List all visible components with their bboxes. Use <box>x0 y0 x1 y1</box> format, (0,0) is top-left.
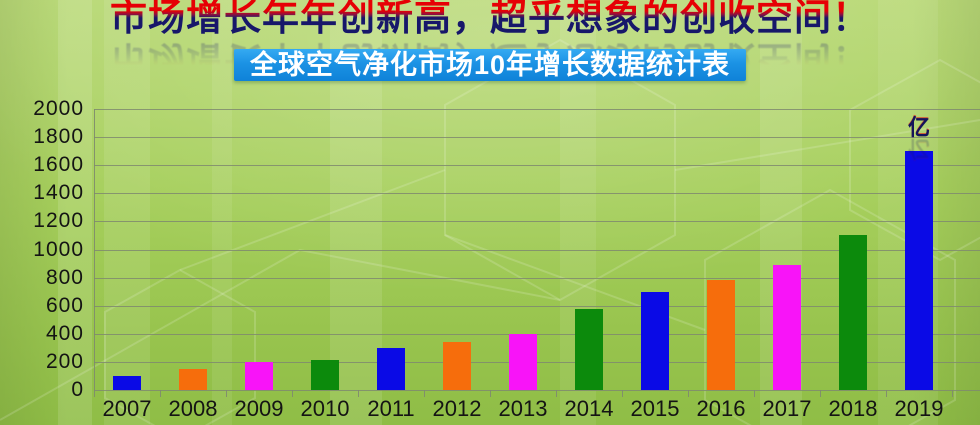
gridline-200 <box>94 361 980 363</box>
x-axis-tick <box>952 390 953 397</box>
bar-2012 <box>443 342 471 390</box>
x-axis-tick <box>94 390 95 397</box>
gridline-1200 <box>94 221 980 223</box>
bar-2014 <box>575 308 603 390</box>
x-axis-tick <box>424 390 425 397</box>
y-axis-line <box>94 109 95 390</box>
x-axis-tick <box>292 390 293 397</box>
bar-2011 <box>377 347 405 390</box>
x-axis-tick <box>820 390 821 397</box>
bar-2010 <box>311 360 339 390</box>
x-axis-label-2018: 2018 <box>828 396 878 421</box>
x-axis-tick <box>688 390 689 397</box>
gridline-400 <box>94 333 980 335</box>
x-axis-tick <box>358 390 359 397</box>
x-axis-tick <box>226 390 227 397</box>
gridline-1800 <box>94 137 980 139</box>
bar-2018 <box>839 235 867 390</box>
chart-title-banner: 全球空气净化市场10年增长数据统计表 <box>233 49 747 81</box>
y-axis-tick-label: 1600 <box>33 153 84 177</box>
y-axis-tick-label: 1400 <box>33 181 84 205</box>
y-axis-tick-label: 1000 <box>33 237 84 261</box>
x-axis-label-2014: 2014 <box>564 396 614 421</box>
gridline-0 <box>94 390 980 391</box>
x-axis-label-2012: 2012 <box>432 396 482 421</box>
x-axis-label-2008: 2008 <box>168 396 218 421</box>
y-axis-tick-label: 2000 <box>33 97 84 120</box>
gridline-1000 <box>94 249 980 251</box>
x-axis-label-2019: 2019 <box>894 396 944 421</box>
gridline-800 <box>94 277 980 279</box>
x-axis-tick <box>886 390 887 397</box>
y-axis-tick-label: 400 <box>45 321 84 345</box>
bar-2019 <box>905 151 933 390</box>
header: 市场增长年年创新高，超乎想象的创收空间！ 市场增长年年创新高，超乎想象的创收空间… <box>0 0 980 80</box>
x-axis-tick <box>490 390 491 397</box>
x-axis-tick <box>160 390 161 397</box>
y-axis-tick-label: 800 <box>45 265 84 289</box>
page-title: 市场增长年年创新高，超乎想象的创收空间！ <box>0 0 980 40</box>
bar-2016 <box>707 280 735 390</box>
x-axis-label-2007: 2007 <box>102 396 152 421</box>
x-axis-label-2013: 2013 <box>498 396 548 421</box>
y-axis-tick-label: 200 <box>45 349 84 373</box>
x-axis-label-2011: 2011 <box>367 396 415 421</box>
gridline-1600 <box>94 165 980 167</box>
gridline-2000 <box>94 109 980 110</box>
x-axis-tick <box>622 390 623 397</box>
y-axis-tick-label: 600 <box>45 293 84 317</box>
chart-title-text: 全球空气净化市场10年增长数据统计表 <box>249 50 731 80</box>
x-axis-label-2009: 2009 <box>234 396 284 421</box>
bar-2007 <box>113 375 141 390</box>
unit-label: 亿 <box>908 115 931 140</box>
bar-2008 <box>179 368 207 390</box>
x-axis-tick <box>556 390 557 397</box>
y-axis-tick-label: 1200 <box>33 209 84 233</box>
bar-2013 <box>509 333 537 390</box>
x-axis-tick <box>754 390 755 397</box>
x-axis-label-2016: 2016 <box>696 396 746 421</box>
bar-2009 <box>245 361 273 390</box>
gridline-1400 <box>94 193 980 195</box>
y-axis-tick-label: 1800 <box>33 125 84 149</box>
bar-2015 <box>641 291 669 390</box>
unit-label-reflection: 亿 <box>908 136 931 161</box>
x-axis-label-2015: 2015 <box>630 396 680 421</box>
x-axis-label-2010: 2010 <box>300 396 350 421</box>
bar-2017 <box>773 264 801 390</box>
gridline-600 <box>94 305 980 307</box>
x-axis-label-2017: 2017 <box>762 396 812 421</box>
y-axis-tick-label: 0 <box>71 378 84 401</box>
